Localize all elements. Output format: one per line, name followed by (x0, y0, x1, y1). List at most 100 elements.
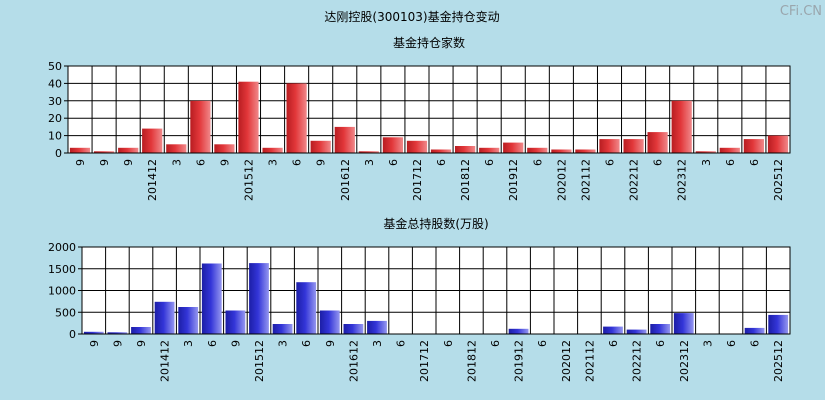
y-tick-label: 2000 (48, 241, 76, 254)
bar (190, 100, 211, 153)
bar (744, 327, 765, 334)
bar (319, 310, 340, 334)
bar (249, 263, 269, 334)
x-tick-label: 6 (300, 340, 313, 347)
x-tick-label: 201512 (253, 340, 266, 382)
bar (551, 149, 572, 153)
y-tick-label: 500 (55, 306, 76, 319)
x-tick-label: 202112 (583, 340, 596, 382)
bar (623, 139, 644, 153)
x-tick-label: 3 (363, 159, 376, 166)
x-tick-label: 202512 (772, 159, 785, 201)
y-tick-label: 1500 (48, 263, 76, 276)
y-tick-label: 0 (69, 328, 76, 341)
x-tick-label: 6 (206, 340, 219, 347)
y-tick-label: 30 (48, 95, 62, 108)
x-tick-label: 3 (701, 340, 714, 347)
x-tick-label: 6 (724, 159, 737, 166)
x-tick-label: 9 (88, 340, 101, 347)
bar (719, 147, 740, 153)
x-tick-label: 3 (277, 340, 290, 347)
x-tick-label: 6 (749, 340, 762, 347)
x-tick-label: 6 (435, 159, 448, 166)
bar (272, 324, 293, 334)
bar (527, 147, 548, 153)
bar (671, 100, 692, 153)
x-tick-label: 201612 (339, 159, 352, 201)
y-tick-label: 0 (55, 147, 62, 160)
x-tick-label: 9 (315, 159, 328, 166)
bar (131, 327, 151, 334)
x-tick-label: 6 (536, 340, 549, 347)
bar (262, 147, 283, 153)
bar (118, 147, 139, 153)
x-tick-label: 202212 (631, 340, 644, 382)
x-tick-label: 202512 (772, 340, 785, 382)
x-tick-label: 6 (395, 340, 408, 347)
bar (178, 307, 199, 334)
bar (94, 151, 115, 153)
page-title: 达刚控股(300103)基金持仓变动 (324, 9, 499, 24)
bar (296, 282, 317, 334)
bar (69, 147, 91, 153)
x-tick-label: 3 (267, 159, 280, 166)
x-tick-label: 202312 (676, 159, 689, 201)
bar (647, 132, 668, 153)
bar (603, 326, 623, 334)
x-tick-label: 6 (387, 159, 400, 166)
bar (286, 83, 307, 153)
x-tick-label: 6 (531, 159, 544, 166)
x-tick-label: 9 (122, 159, 135, 166)
bar (508, 328, 529, 334)
bar (225, 310, 246, 334)
x-tick-label: 201712 (411, 159, 424, 201)
x-tick-label: 9 (135, 340, 148, 347)
bar (406, 140, 428, 153)
x-tick-label: 6 (604, 159, 617, 166)
bar (768, 314, 789, 334)
x-tick-label: 9 (229, 340, 242, 347)
x-tick-label: 6 (483, 159, 496, 166)
x-tick-label: 201912 (513, 340, 526, 382)
plot-frame (81, 246, 791, 335)
bar (599, 139, 620, 153)
chart-1: 基金持仓家数 0 10 20 30 40 50 9 9 9 201412 3 6 9 201512 3 6 9 20… (48, 35, 791, 201)
bar (334, 126, 355, 153)
bar (142, 128, 163, 153)
bar (743, 139, 764, 153)
bar (310, 140, 331, 153)
x-tick-label: 9 (111, 340, 124, 347)
x-tick-label: 201612 (347, 340, 360, 382)
x-tick-label: 6 (291, 159, 304, 166)
y-tick-label: 50 (48, 60, 62, 73)
bar (166, 144, 187, 153)
bar (367, 320, 387, 334)
x-tick-label: 201412 (146, 159, 159, 201)
x-tick-label: 3 (700, 159, 713, 166)
x-tick-label: 6 (489, 340, 502, 347)
x-tick-label: 9 (98, 159, 111, 166)
y-tick-label: 10 (48, 130, 62, 143)
x-tick-label: 201712 (418, 340, 431, 382)
bar (343, 324, 364, 334)
x-tick-label: 9 (74, 159, 87, 166)
bar (575, 149, 596, 153)
x-tick-label: 202112 (579, 159, 592, 201)
x-tick-label: 202212 (628, 159, 641, 201)
x-tick-label: 6 (607, 340, 620, 347)
bar (107, 332, 128, 334)
bar (358, 151, 379, 153)
bar (214, 144, 235, 153)
bar (238, 81, 259, 153)
x-tick-label: 3 (371, 340, 384, 347)
x-tick-label: 202312 (678, 340, 691, 382)
bar (503, 142, 524, 153)
x-tick-label: 6 (654, 340, 667, 347)
y-tick-label: 20 (48, 112, 62, 125)
bar (650, 324, 671, 334)
x-tick-label: 202012 (560, 340, 573, 382)
bar (382, 137, 403, 153)
x-tick-label: 202012 (555, 159, 568, 201)
